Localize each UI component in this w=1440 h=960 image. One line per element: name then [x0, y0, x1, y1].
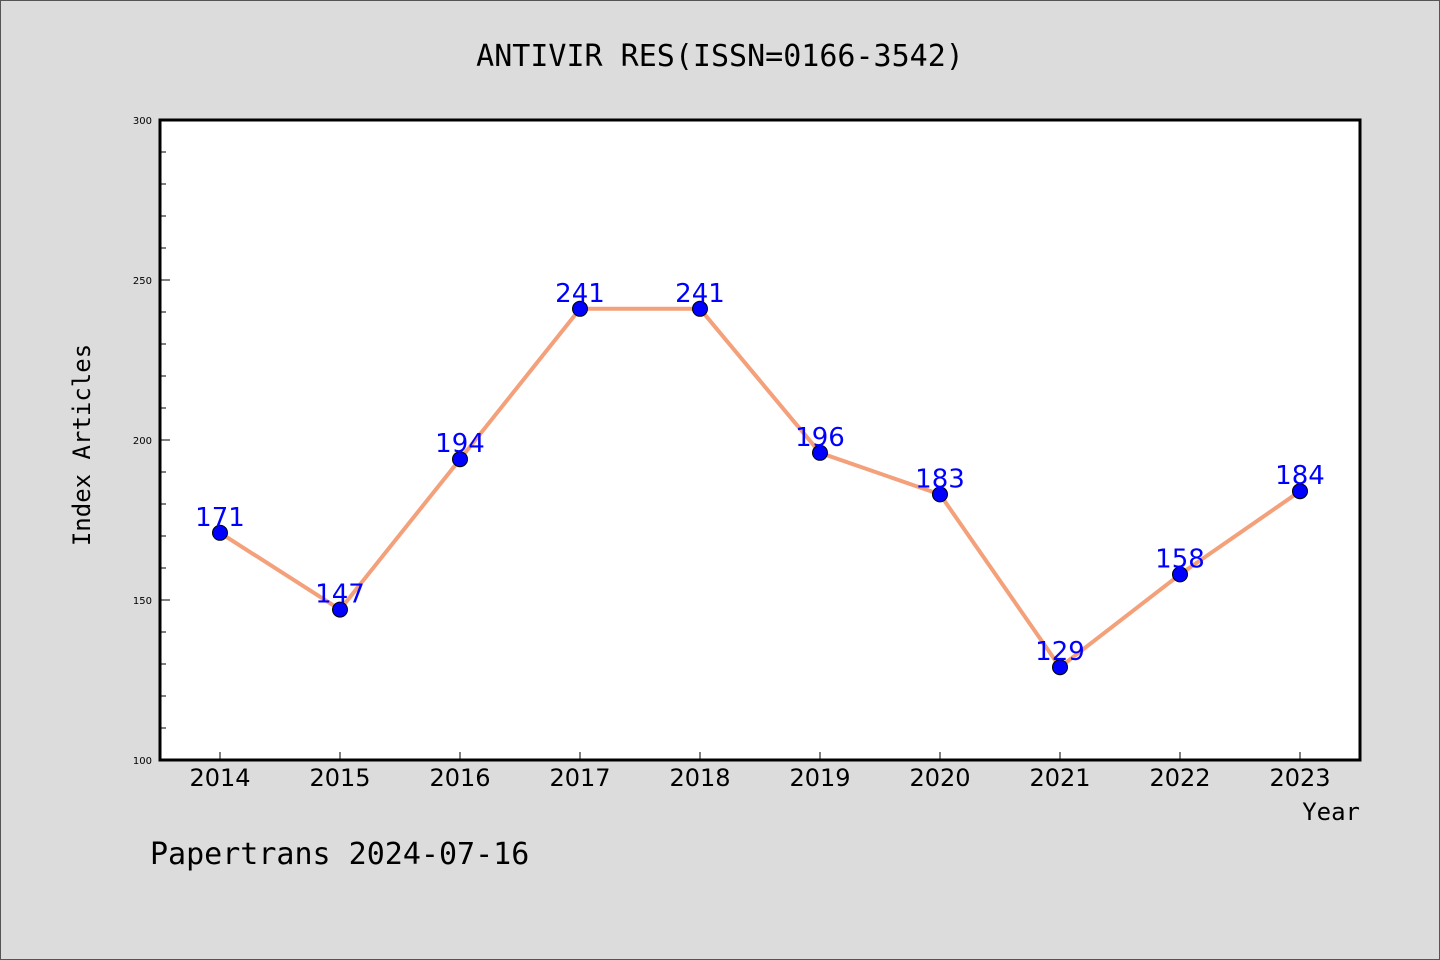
data-point — [812, 444, 828, 461]
x-tick-label: 2016 — [429, 764, 490, 792]
x-tick-label: 2023 — [1269, 764, 1330, 792]
data-label: 147 — [315, 580, 365, 610]
data-point — [572, 300, 588, 317]
y-axis-label: Index Articles — [68, 344, 96, 546]
x-axis: 2014 2015 2016 2017 2018 2019 2020 2021 2022 2023 — [189, 752, 1331, 792]
data-label: 158 — [1155, 544, 1205, 574]
x-tick-label: 2017 — [549, 764, 610, 792]
data-point — [932, 486, 948, 503]
y-tick-label: 150 — [133, 596, 152, 607]
y-tick-label: 300 — [133, 116, 152, 127]
data-label-group: 171 147 194 241 241 196 183 129 158 184 — [195, 279, 1325, 667]
x-tick-label: 2014 — [189, 764, 250, 792]
data-label: 196 — [795, 423, 845, 453]
data-label: 194 — [435, 429, 485, 459]
data-point — [692, 300, 708, 317]
y-axis: 100 150 200 250 300 — [133, 116, 170, 767]
footer-text: Papertrans 2024-07-16 — [150, 837, 529, 872]
data-point — [452, 451, 468, 468]
x-tick-label: 2020 — [909, 764, 970, 792]
y-tick-label: 100 — [133, 756, 152, 767]
y-tick-label: 250 — [133, 276, 152, 287]
x-tick-label: 2018 — [669, 764, 730, 792]
data-label: 241 — [675, 279, 725, 309]
x-tick-label: 2022 — [1149, 764, 1210, 792]
data-point — [212, 524, 228, 541]
chart-title: ANTIVIR RES(ISSN=0166-3542) — [476, 39, 964, 74]
x-tick-label: 2019 — [789, 764, 850, 792]
x-axis-label: Year — [1302, 798, 1360, 826]
data-label: 241 — [555, 279, 605, 309]
series-line-group — [212, 300, 1308, 676]
data-point — [1172, 566, 1188, 583]
data-point — [1292, 483, 1308, 500]
plot-area — [158, 118, 1362, 762]
x-tick-label: 2021 — [1029, 764, 1090, 792]
series-line — [218, 306, 1302, 670]
data-label: 184 — [1275, 461, 1325, 491]
data-point — [332, 601, 348, 618]
x-tick-label: 2015 — [309, 764, 370, 792]
data-label: 129 — [1035, 637, 1085, 667]
data-label: 171 — [195, 503, 245, 533]
y-tick-label: 200 — [133, 436, 152, 447]
data-label: 183 — [915, 464, 965, 494]
data-point — [1052, 659, 1068, 676]
